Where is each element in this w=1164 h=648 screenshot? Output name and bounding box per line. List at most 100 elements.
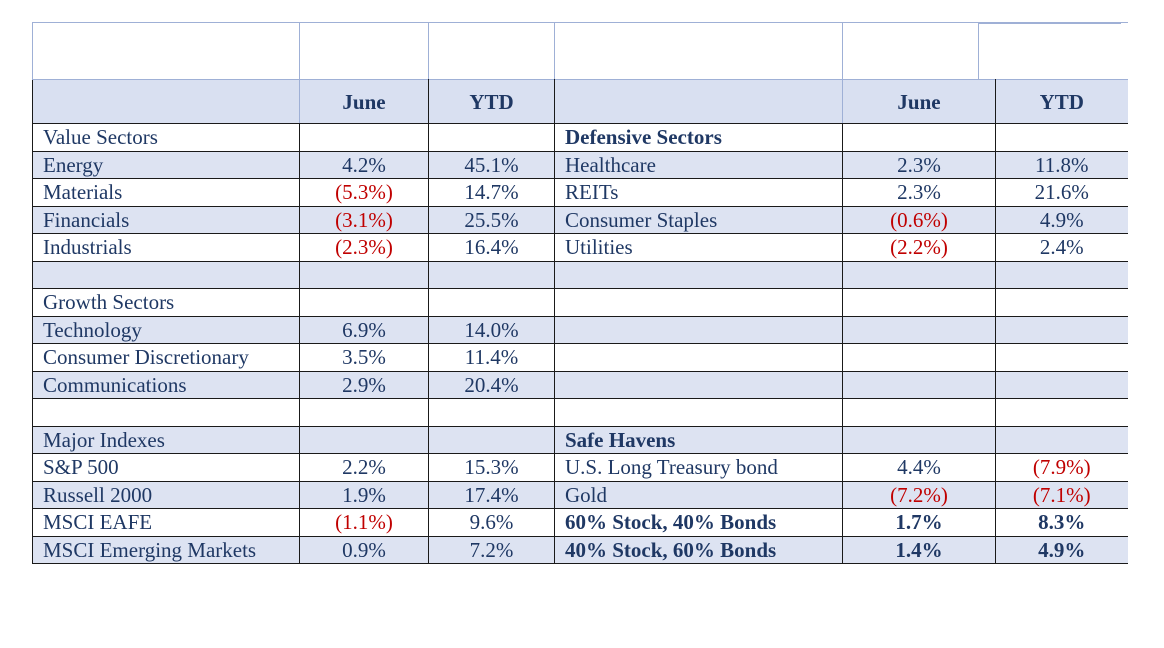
- table-row: Russell 2000 1.9% 17.4% Gold (7.2%) (7.1%): [32, 480, 1128, 509]
- left-label-cell: Communications: [32, 370, 300, 399]
- left-june-cell: (2.3%): [299, 233, 429, 262]
- left-ytd-cell: 11.4%: [428, 343, 555, 372]
- left-label-cell: MSCI Emerging Markets: [32, 535, 300, 564]
- right-june-cell: (7.2%): [842, 480, 996, 509]
- left-june-cell: 2.9%: [299, 370, 429, 399]
- right-label-cell: Consumer Staples: [554, 205, 843, 234]
- left-label-cell: Consumer Discretionary: [32, 343, 300, 372]
- left-june-cell: [299, 425, 429, 454]
- left-june-cell: 4.2%: [299, 150, 429, 179]
- right-label-cell: U.S. Long Treasury bond: [554, 453, 843, 482]
- left-label-cell: MSCI EAFE: [32, 508, 300, 537]
- left-ytd-cell: 17.4%: [428, 480, 555, 509]
- column-header-row: June YTD June YTD: [32, 79, 1128, 124]
- table-row: Materials (5.3%) 14.7% REITs 2.3% 21.6%: [32, 178, 1128, 207]
- left-label-cell: [32, 260, 300, 289]
- table-row: Consumer Discretionary 3.5% 11.4%: [32, 343, 1128, 372]
- left-label-cell: S&P 500: [32, 453, 300, 482]
- right-label-cell: Defensive Sectors: [554, 123, 843, 152]
- left-ytd-cell: [428, 398, 555, 427]
- left-label-cell: Financials: [32, 205, 300, 234]
- right-june-cell: 1.4%: [842, 535, 996, 564]
- header-left-ytd: YTD: [428, 79, 555, 124]
- left-ytd-cell: 9.6%: [428, 508, 555, 537]
- right-label-cell: 60% Stock, 40% Bonds: [554, 508, 843, 537]
- table-row: Value Sectors Defensive Sectors: [32, 123, 1128, 152]
- right-ytd-cell: [995, 370, 1128, 399]
- left-label-cell: Materials: [32, 178, 300, 207]
- right-ytd-cell: [995, 123, 1128, 152]
- header-blank-right: [554, 79, 843, 124]
- left-june-cell: [299, 123, 429, 152]
- right-ytd-cell: [995, 425, 1128, 454]
- right-ytd-cell: 8.3%: [995, 508, 1128, 537]
- table-row: S&P 500 2.2% 15.3% U.S. Long Treasury bond 4…: [32, 453, 1128, 482]
- left-june-cell: [299, 260, 429, 289]
- right-label-cell: Safe Havens: [554, 425, 843, 454]
- left-ytd-cell: [428, 123, 555, 152]
- table-row: [32, 398, 1128, 427]
- table-row: Growth Sectors: [32, 288, 1128, 317]
- returns-table-container: June YTD June YTD Value Sectors Defensive…: [32, 22, 1128, 564]
- right-label-cell: REITs: [554, 178, 843, 207]
- left-ytd-cell: 20.4%: [428, 370, 555, 399]
- header-right-june: June: [842, 79, 996, 124]
- table-row: Major Indexes Safe Havens: [32, 425, 1128, 454]
- left-june-cell: 2.2%: [299, 453, 429, 482]
- right-ytd-cell: 2.4%: [995, 233, 1128, 262]
- right-label-cell: [554, 315, 843, 344]
- returns-table: June YTD June YTD Value Sectors Defensive…: [32, 79, 1128, 564]
- left-june-cell: [299, 398, 429, 427]
- right-label-cell: 40% Stock, 60% Bonds: [554, 535, 843, 564]
- table-row: Financials (3.1%) 25.5% Consumer Staples (0.…: [32, 205, 1128, 234]
- right-label-cell: [554, 398, 843, 427]
- left-label-cell: Major Indexes: [32, 425, 300, 454]
- left-june-cell: [299, 288, 429, 317]
- right-june-cell: [842, 343, 996, 372]
- table-row: MSCI Emerging Markets 0.9% 7.2% 40% Stock, …: [32, 535, 1128, 564]
- right-label-cell: Gold: [554, 480, 843, 509]
- right-ytd-cell: 21.6%: [995, 178, 1128, 207]
- table-row: [32, 260, 1128, 289]
- right-ytd-cell: [995, 315, 1128, 344]
- header-left-june: June: [299, 79, 429, 124]
- left-june-cell: 1.9%: [299, 480, 429, 509]
- right-june-cell: [842, 288, 996, 317]
- right-ytd-cell: [995, 260, 1128, 289]
- right-ytd-cell: [995, 343, 1128, 372]
- left-june-cell: (5.3%): [299, 178, 429, 207]
- right-june-cell: [842, 370, 996, 399]
- left-ytd-cell: [428, 288, 555, 317]
- left-june-cell: 0.9%: [299, 535, 429, 564]
- right-june-cell: [842, 123, 996, 152]
- right-label-cell: [554, 288, 843, 317]
- header-blank-left: [32, 79, 300, 124]
- right-june-cell: [842, 398, 996, 427]
- left-ytd-cell: [428, 260, 555, 289]
- right-june-cell: 2.3%: [842, 178, 996, 207]
- right-june-cell: 4.4%: [842, 453, 996, 482]
- table-row: Communications 2.9% 20.4%: [32, 370, 1128, 399]
- right-ytd-cell: (7.9%): [995, 453, 1128, 482]
- table-row: MSCI EAFE (1.1%) 9.6% 60% Stock, 40% Bonds 1…: [32, 508, 1128, 537]
- right-ytd-cell: 4.9%: [995, 535, 1128, 564]
- right-june-cell: [842, 315, 996, 344]
- left-label-cell: Growth Sectors: [32, 288, 300, 317]
- blank-header-row: [32, 22, 1128, 79]
- left-ytd-cell: 45.1%: [428, 150, 555, 179]
- right-label-cell: [554, 260, 843, 289]
- right-june-cell: 2.3%: [842, 150, 996, 179]
- right-ytd-cell: 4.9%: [995, 205, 1128, 234]
- left-june-cell: (1.1%): [299, 508, 429, 537]
- left-ytd-cell: 7.2%: [428, 535, 555, 564]
- left-june-cell: (3.1%): [299, 205, 429, 234]
- left-june-cell: 6.9%: [299, 315, 429, 344]
- left-label-cell: Russell 2000: [32, 480, 300, 509]
- table-row: Industrials (2.3%) 16.4% Utilities (2.2%) 2.4…: [32, 233, 1128, 262]
- left-june-cell: 3.5%: [299, 343, 429, 372]
- right-label-cell: [554, 370, 843, 399]
- left-label-cell: Technology: [32, 315, 300, 344]
- left-ytd-cell: 25.5%: [428, 205, 555, 234]
- right-june-cell: (0.6%): [842, 205, 996, 234]
- left-ytd-cell: 15.3%: [428, 453, 555, 482]
